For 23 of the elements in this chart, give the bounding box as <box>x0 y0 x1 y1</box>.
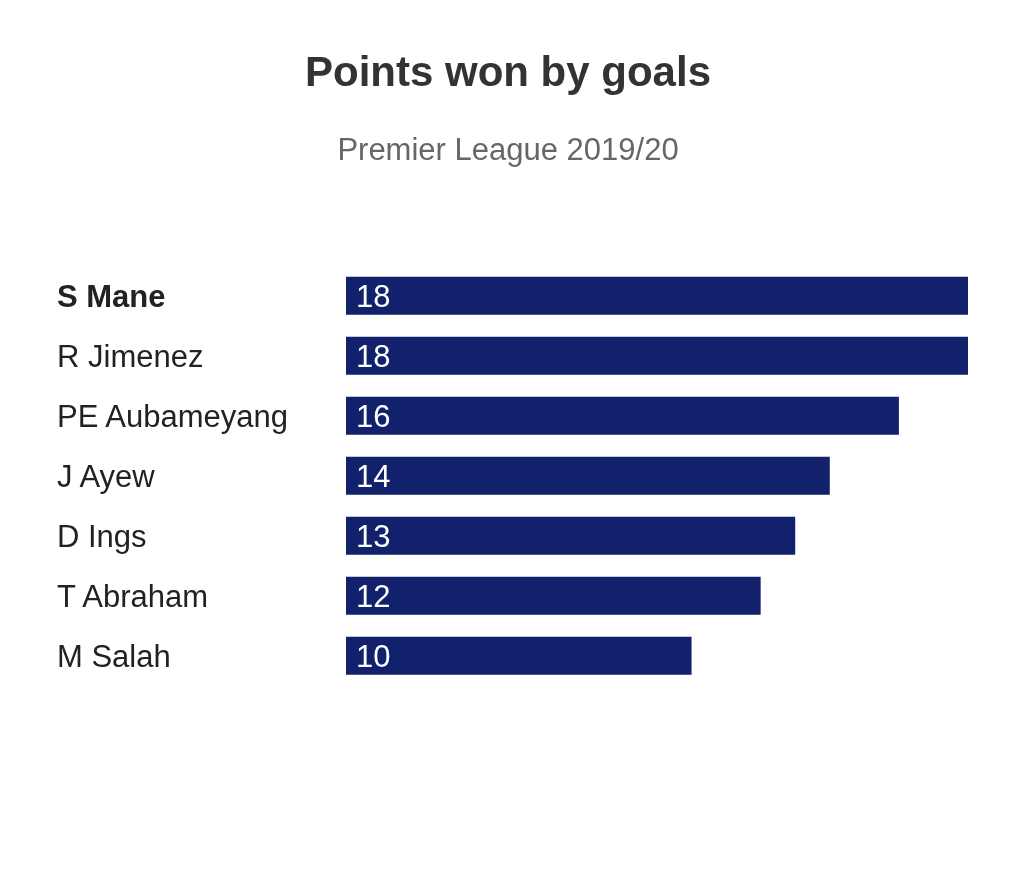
bar <box>346 276 968 315</box>
bar <box>346 396 899 435</box>
data-label: 18 <box>356 338 391 374</box>
y-tick-label: J Ayew <box>57 459 156 494</box>
y-tick-label: D Ings <box>57 519 147 554</box>
bar <box>346 516 796 555</box>
data-label: 18 <box>356 278 391 314</box>
data-label: 14 <box>356 458 391 494</box>
data-label: 12 <box>356 578 391 614</box>
bar <box>346 576 761 615</box>
bar <box>346 336 968 375</box>
chart-subtitle: Premier League 2019/20 <box>336 132 680 168</box>
data-label: 16 <box>356 398 391 434</box>
data-label: 13 <box>356 518 391 554</box>
bar <box>346 456 830 495</box>
y-tick-label: T Abraham <box>57 579 209 614</box>
bar <box>346 636 692 675</box>
y-tick-label: R Jimenez <box>57 339 204 374</box>
y-tick-label: PE Aubameyang <box>57 399 288 434</box>
y-tick-label: S Mane <box>57 279 166 314</box>
y-tick-label: M Salah <box>57 639 171 674</box>
data-label: 10 <box>356 638 391 674</box>
chart-title: Points won by goals <box>303 48 712 96</box>
